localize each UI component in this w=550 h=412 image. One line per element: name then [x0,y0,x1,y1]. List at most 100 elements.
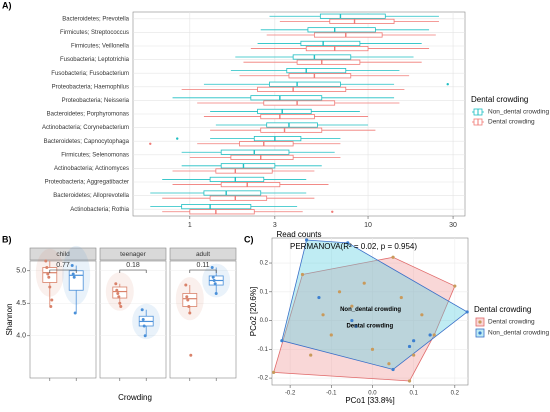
point [211,275,215,279]
facet-background [99,260,167,379]
p-bracket [49,269,77,273]
y-tick-label: Actinobacteria; Corynebacterium [42,125,129,131]
box [300,40,361,46]
point [272,370,276,374]
point [143,334,147,338]
point [350,304,354,308]
x-axis-label: PCo1 [33.8%] [345,396,394,405]
y-tick-label: Firmicutes; Streptococcus [60,30,129,36]
point [49,305,53,308]
point [212,279,216,282]
outlier [149,142,152,145]
point [47,275,51,279]
point [189,353,193,357]
point [350,318,354,323]
box [220,163,276,169]
x-tick-label: 0.2 [451,391,460,397]
outlier [331,210,334,213]
box [263,100,336,106]
point [453,284,457,288]
x-tick-label: 10 [364,222,372,229]
y-tick-label: -0.2 [258,376,269,382]
facet-strip [169,247,237,261]
point [407,379,412,383]
y-tick-label: Fusobacteria; Fusobacterium [51,71,129,77]
box [307,27,376,33]
y-tick-label: 0.1 [260,289,269,295]
point [184,283,188,287]
box [215,168,273,174]
box [329,18,395,24]
box [209,195,268,201]
point [45,266,49,269]
facet-strip [99,247,167,261]
point [412,353,416,357]
box [257,108,312,114]
p-value: 0.18 [126,262,140,269]
box [269,81,341,87]
point [280,339,284,343]
point [73,311,77,315]
y-tick-label: Firmicutes; Selenomonas [61,152,129,158]
point [304,238,309,242]
y-tick-label: Bacteroidetes; Porphyromonas [47,112,129,118]
x-tick-label: 1 [188,222,192,229]
p-value: 0.11 [196,262,209,269]
box [319,13,386,19]
y-tick-label: 4.5 [16,300,26,307]
point [213,282,217,286]
box [42,267,58,283]
point [337,290,342,294]
point [362,281,366,285]
point [354,324,358,328]
point [185,295,189,299]
point [346,241,350,245]
y-tick-label: Bacteroidetes; Alloprevotella [53,193,129,199]
x-tick-label: 0.0 [368,391,377,397]
box [203,190,262,196]
p-value: 0.77 [56,262,70,269]
y-tick-label: Fusobacteria; Leptotrichia [60,57,130,63]
facet-strip [29,247,97,261]
point [432,333,436,337]
point [387,362,391,366]
box [220,182,281,188]
point [317,295,321,300]
point [116,292,120,295]
point [119,305,123,308]
legend-label: Non_dental crowding [488,109,549,116]
point [329,333,333,337]
point [70,264,74,268]
point [309,353,313,357]
point [407,344,412,349]
point [118,301,122,305]
box [288,73,352,79]
box [250,95,323,101]
point [140,308,144,312]
box [260,114,315,120]
y-tick-label: Bacteroidetes; Capnocytophaga [44,139,130,145]
panel-label: B) [2,234,12,244]
facet-background [29,260,97,379]
box [189,209,255,215]
facet-label: adult [196,251,210,258]
x-tick-label: 3 [273,222,277,229]
point [114,282,118,286]
box [253,136,302,142]
box [239,141,294,147]
y-tick-label: -0.1 [258,347,269,353]
y-tick-label: 5.0 [16,268,26,275]
point [187,305,191,308]
point [72,275,76,279]
box [230,154,294,160]
y-tick-label: Proteobacteria; Neisseria [62,98,130,104]
x-axis-label: Crowding [118,393,152,402]
x-tick-label: 30 [449,222,457,229]
box [296,59,361,65]
box [257,86,347,92]
y-tick-label: Proteobacteria; Aggregatibacter [45,180,129,186]
point [321,313,325,317]
y-tick-label: Actinobacteria; Actinomyces [54,166,129,172]
facet-label: child [56,251,70,258]
